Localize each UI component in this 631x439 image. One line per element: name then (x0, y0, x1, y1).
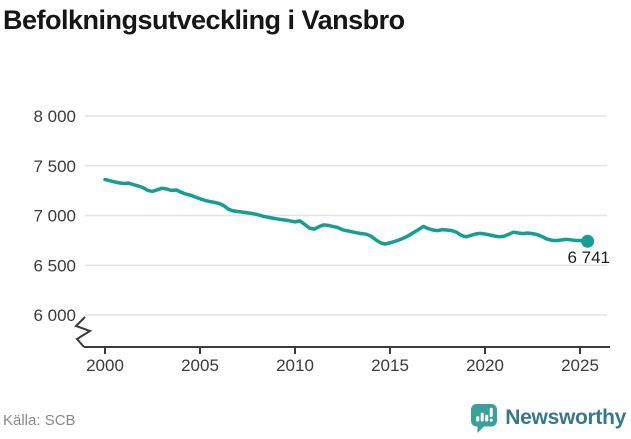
x-tick-label: 2025 (561, 356, 599, 375)
axis-break-icon (74, 316, 93, 348)
newsworthy-bubble-chart-icon (471, 403, 498, 433)
x-tick-label: 2000 (86, 356, 124, 375)
y-tick-label: 6 000 (33, 306, 76, 325)
y-tick-label: 8 000 (33, 107, 76, 126)
page-title: Befolkningsutveckling i Vansbro (3, 5, 405, 35)
source-note: Källa: SCB (3, 412, 76, 429)
logo-exclamation-dot (489, 418, 493, 422)
logo-exclamation-bar (489, 407, 493, 417)
population-line (103, 177, 590, 246)
logo-bar-medium (485, 414, 489, 421)
y-tick-label: 7 000 (33, 207, 76, 226)
population-line-chart: 8 000 7 500 7 000 6 500 6 000 2000 2005 2010 201… (33, 107, 610, 375)
x-tick-label: 2005 (181, 356, 219, 375)
y-tick-label: 6 500 (33, 256, 76, 275)
end-point-dot (581, 234, 595, 248)
x-tick-label: 2020 (466, 356, 504, 375)
logo-bar-tall (480, 412, 484, 421)
end-value-label: 6 741 (567, 248, 610, 267)
y-tick-label: 7 500 (33, 157, 76, 176)
logo-bar-small (476, 415, 480, 421)
x-tick-label: 2015 (371, 356, 409, 375)
brand-name: Newsworthy (505, 406, 626, 429)
x-tick-label: 2010 (276, 356, 314, 375)
newsworthy-logo: Newsworthy (470, 402, 626, 434)
